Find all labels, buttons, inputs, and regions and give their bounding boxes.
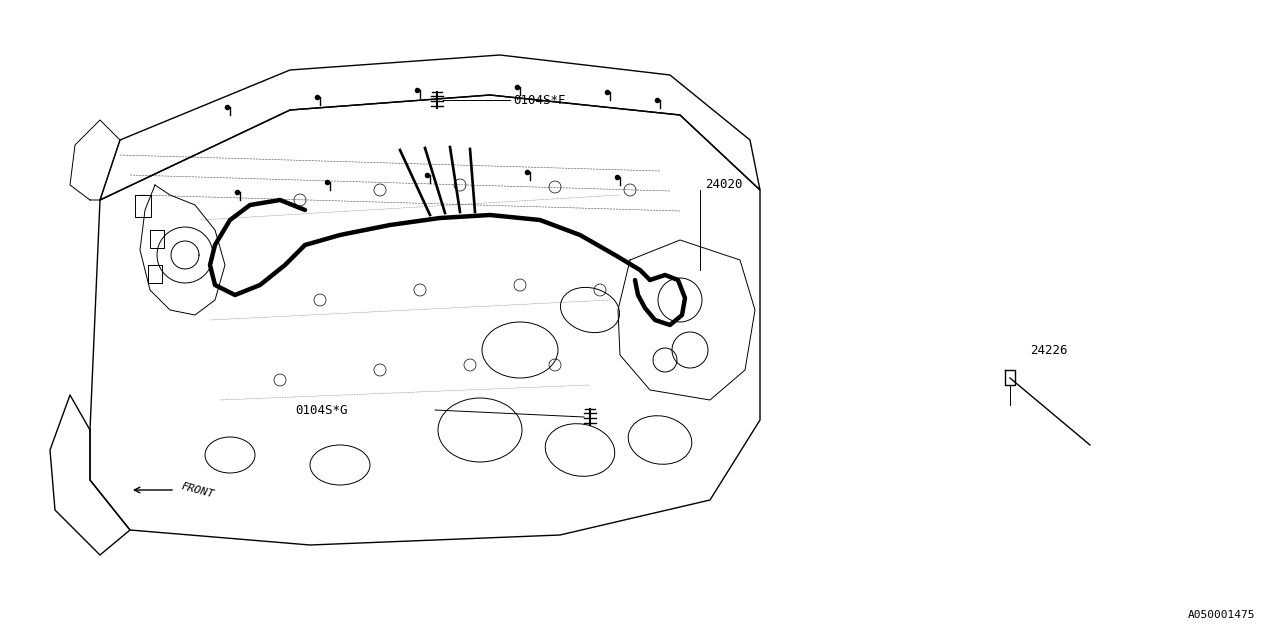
Text: 24020: 24020 <box>705 179 742 191</box>
Text: FRONT: FRONT <box>180 481 215 499</box>
Text: 0104S*F: 0104S*F <box>513 93 566 106</box>
Text: 24226: 24226 <box>1030 344 1068 356</box>
Text: 0104S*G: 0104S*G <box>294 403 347 417</box>
Text: A050001475: A050001475 <box>1188 610 1254 620</box>
